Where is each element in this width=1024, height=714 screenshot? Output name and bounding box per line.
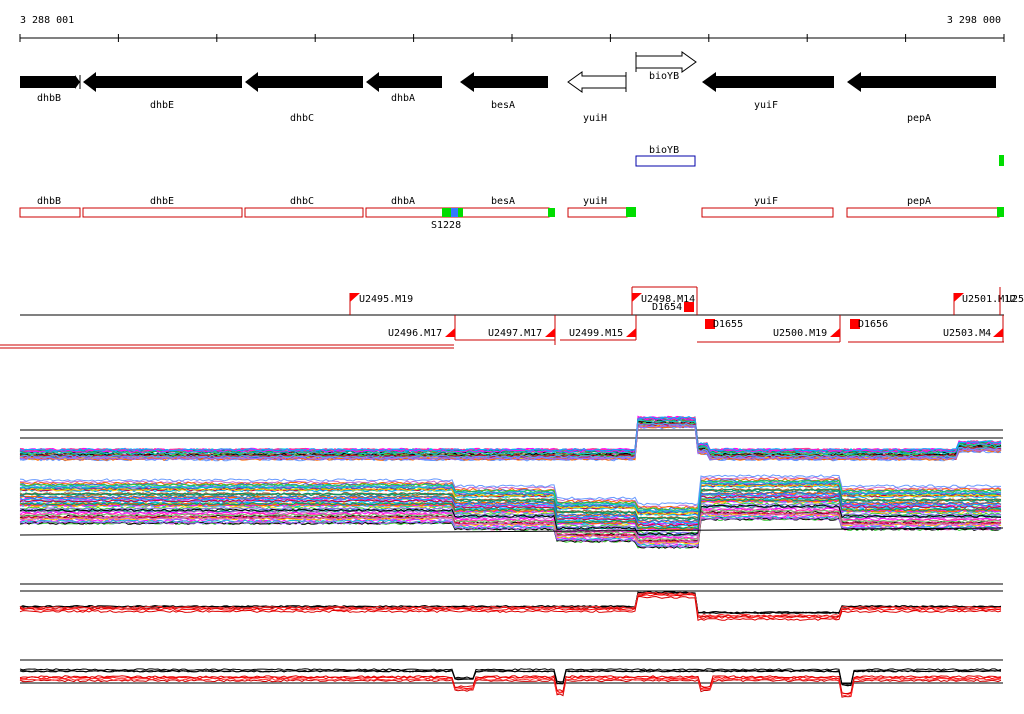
gene-label-yuiF: yuiF	[754, 100, 778, 111]
feature-track: U2495.M19 U2498.M14 D1654 U2501.M12 U25 …	[0, 286, 1024, 349]
gene-dhbE[interactable]: dhbE	[83, 72, 242, 111]
end-marker-besA	[548, 208, 555, 217]
feature-U2500-M19[interactable]: U2500.M19	[773, 328, 827, 339]
site-label: S1228	[431, 220, 461, 231]
box-dhbA[interactable]: dhbA	[365, 196, 446, 218]
expression-panel-top	[19, 415, 1003, 462]
box-dhbB[interactable]: dhbB	[19, 196, 81, 218]
box-label-yuiH: yuiH	[583, 196, 607, 207]
box-label-yuiF: yuiF	[754, 196, 778, 207]
box-label-besA: besA	[491, 196, 515, 207]
feature-D1654[interactable]: D1654	[652, 302, 682, 313]
feature-U2498-M14[interactable]: U2498.M14	[641, 294, 695, 305]
feature-U25[interactable]: U25	[1006, 294, 1024, 305]
gene-label-pepA: pepA	[907, 113, 931, 124]
expression-panel-middle	[19, 474, 1004, 550]
feature-D1655[interactable]: D1655	[713, 319, 743, 330]
secondary-label-bioYB: bioYB	[649, 145, 679, 156]
feature-U2495-M19[interactable]: U2495.M19	[359, 294, 413, 305]
gene-dhbB[interactable]: dhbB	[20, 75, 81, 104]
end-marker-pepA	[997, 207, 1004, 217]
expression-panel-pair-1	[19, 583, 1003, 622]
box-label-dhbE: dhbE	[150, 196, 174, 207]
axis-ticks	[19, 34, 1005, 42]
axis-start-label: 3 288 001	[20, 15, 74, 26]
axis-end-label: 3 298 000	[947, 15, 1001, 26]
feature-U2503-M4[interactable]: U2503.M4	[943, 328, 991, 339]
gene-pepA[interactable]: pepA	[847, 72, 996, 124]
gene-label-dhbE: dhbE	[150, 100, 174, 111]
box-pepA[interactable]: pepA	[846, 196, 1000, 218]
box-dhbE[interactable]: dhbE	[82, 196, 243, 218]
gene-dhbC[interactable]: dhbC	[245, 72, 363, 124]
end-marker-yuiH	[626, 207, 636, 217]
gene-dhbA[interactable]: dhbA	[366, 72, 442, 104]
gene-label-besA: besA	[491, 100, 515, 111]
gene-label-dhbA: dhbA	[391, 93, 415, 104]
box-label-dhbC: dhbC	[290, 196, 314, 207]
site-marker-green	[442, 208, 451, 217]
gene-label-bioYB: bioYB	[649, 71, 679, 82]
feature-U2497-M17[interactable]: U2497.M17	[488, 328, 542, 339]
box-yuiF[interactable]: yuiF	[701, 196, 834, 218]
outlined-gene-track: dhbB dhbE dhbC dhbA besA S1228 yuiH yuiF…	[19, 196, 1004, 231]
gene-yuiH[interactable]: yuiH	[567, 71, 627, 124]
feature-U2496-M17[interactable]: U2496.M17	[388, 328, 442, 339]
site-marker-green-2	[458, 208, 463, 217]
feature-U2499-M15[interactable]: U2499.M15	[569, 328, 623, 339]
feature-U2501-M12[interactable]: U2501.M12	[962, 294, 1016, 305]
gene-label-yuiH: yuiH	[583, 113, 607, 124]
gene-label-dhbB: dhbB	[37, 93, 61, 104]
expression-panel-pair-2	[19, 659, 1003, 698]
gene-bioYB[interactable]: bioYB	[635, 51, 697, 82]
box-label-pepA: pepA	[907, 196, 931, 207]
box-dhbC[interactable]: dhbC	[244, 196, 364, 218]
box-label-dhbA: dhbA	[391, 196, 415, 207]
site-marker-blue	[451, 208, 458, 217]
secondary-track: bioYB	[635, 145, 1004, 167]
gene-track: dhbB dhbE dhbC dhbA besA yuiH bioYB	[20, 51, 996, 124]
secondary-green-marker	[999, 155, 1004, 166]
box-label-dhbB: dhbB	[37, 196, 61, 207]
gene-yuiF[interactable]: yuiF	[702, 72, 834, 111]
box-yuiH[interactable]: yuiH	[567, 196, 628, 218]
gene-besA[interactable]: besA	[460, 72, 548, 111]
gene-label-dhbC: dhbC	[290, 113, 314, 124]
feature-D1656[interactable]: D1656	[858, 319, 888, 330]
secondary-box-bioYB[interactable]	[635, 155, 696, 167]
